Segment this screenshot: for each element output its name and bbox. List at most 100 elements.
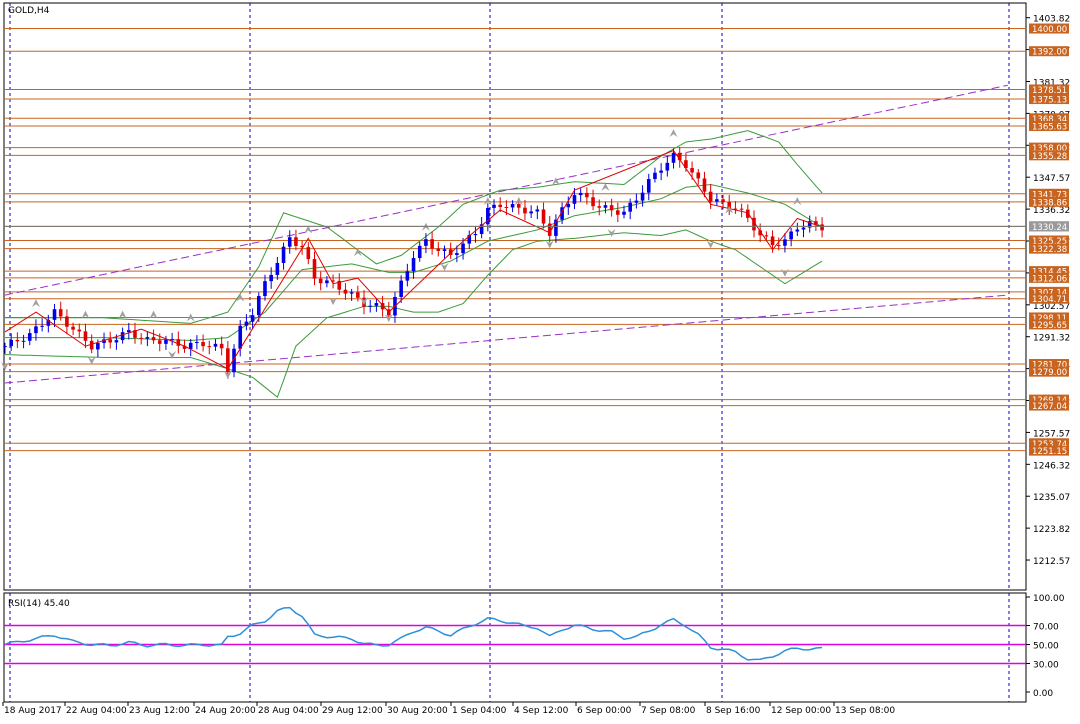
fractal-up-marker (304, 225, 313, 234)
candle-bear (337, 280, 342, 290)
candle-bear (151, 337, 156, 341)
candle-bull (566, 203, 571, 208)
candle-bear (776, 245, 781, 247)
fractal-up-marker (81, 310, 90, 319)
candle-bull (622, 211, 626, 215)
candle-bull (374, 303, 379, 306)
level-price-label: 1341.73 (1032, 190, 1067, 200)
candle-bear (343, 289, 348, 294)
price-tick-label: 1381.32 (1033, 78, 1070, 88)
level-price-label: 1378.51 (1032, 86, 1067, 96)
fractal-up-marker (353, 248, 362, 257)
level-price-label: 1279.00 (1032, 368, 1067, 378)
candle-bear (702, 178, 707, 192)
candle-bull (671, 152, 676, 163)
candle-bull (3, 346, 7, 348)
time-axis-label: 18 Aug 2017 (4, 706, 62, 716)
candle-bull (232, 348, 236, 373)
candle-bull (96, 343, 100, 350)
main-chart-frame (3, 2, 1027, 591)
level-price-box (1029, 142, 1069, 153)
time-axis-label: 4 Sep 12:00 (514, 706, 569, 716)
time-axis-label: 12 Sep 00:00 (771, 706, 831, 716)
candle-bear (219, 343, 224, 349)
price-tick-label: 1403.82 (1033, 15, 1070, 25)
time-axis-label: 22 Aug 04:00 (66, 706, 127, 716)
level-price-label: 1251.15 (1032, 447, 1067, 457)
candle-bear (380, 303, 385, 310)
candle-bear (677, 152, 682, 161)
candle-bull (628, 202, 632, 212)
fractal-up-marker (236, 293, 245, 302)
candle-bear (696, 172, 701, 179)
candle-bear (294, 237, 298, 246)
level-price-label: 1392.00 (1032, 48, 1067, 58)
candle-bull (461, 243, 465, 254)
candle-bear (300, 245, 304, 248)
level-price-label: 1365.63 (1032, 122, 1067, 132)
time-axis-label: 28 Aug 04:00 (258, 706, 319, 716)
candle-bear (207, 346, 212, 348)
candle-bear (77, 329, 82, 332)
fractal-up-marker (118, 310, 127, 319)
candle-bull (238, 325, 243, 349)
candle-bear (306, 247, 311, 260)
level-price-box (1029, 235, 1069, 246)
rsi-scale-label: 100.00 (1033, 594, 1065, 604)
candle-bull (795, 229, 800, 232)
candle-bull (34, 326, 38, 334)
candle-bull (424, 239, 428, 246)
fractal-down-marker (360, 297, 369, 306)
rsi-scale-label: 70.00 (1033, 623, 1059, 633)
candle-bear (498, 204, 502, 208)
level-price-box (1029, 150, 1069, 161)
fractal-down-marker (168, 350, 177, 359)
candle-bull (554, 219, 558, 236)
candle-bull (801, 227, 806, 230)
candle-bull (269, 274, 273, 282)
candle-bear (201, 342, 205, 347)
candle-bear (58, 309, 63, 317)
candle-bear (430, 239, 434, 249)
candle-bear (721, 199, 725, 203)
bollinger-lower-band (4, 229, 823, 399)
candle-bull (114, 340, 119, 343)
channel-line (4, 84, 1008, 296)
candle-bull (275, 262, 280, 275)
fractal-down-marker (545, 240, 554, 249)
level-price-box (1029, 84, 1069, 95)
candle-bull (529, 211, 533, 214)
level-price-box (1029, 394, 1069, 405)
candle-bear (71, 326, 75, 330)
candle-bull (40, 325, 44, 327)
fractal-up-marker (149, 310, 158, 319)
level-price-box (1029, 120, 1069, 131)
candle-bull (492, 204, 496, 208)
candle-bear (89, 340, 94, 350)
level-price-label: 1307.14 (1032, 288, 1067, 298)
time-axis-label: 24 Aug 20:00 (195, 706, 256, 716)
symbol-timeframe-label: GOLD,H4 (8, 6, 50, 16)
candle-bull (715, 199, 719, 202)
level-price-box (1029, 23, 1069, 34)
candle-bear (597, 206, 602, 208)
candle-bull (479, 224, 484, 235)
level-price-box (1029, 243, 1069, 254)
candle-bear (504, 207, 509, 209)
candle-bull (281, 246, 286, 263)
candle-bear (182, 345, 187, 349)
level-price-label: 1355.28 (1032, 152, 1067, 162)
candle-bear (523, 207, 527, 214)
candle-bull (646, 179, 651, 193)
candle-bull (442, 249, 447, 251)
price-tick-label: 1257.57 (1033, 429, 1070, 439)
candle-bear (733, 208, 738, 210)
candle-bear (226, 348, 230, 373)
candle-bear (752, 217, 756, 231)
candle-bull (244, 321, 249, 326)
time-axis-label: 23 Aug 12:00 (129, 706, 190, 716)
candle-bear (436, 248, 441, 251)
level-price-box (1029, 113, 1069, 124)
fractal-down-marker (223, 370, 232, 379)
fractal-up-marker (725, 205, 734, 214)
